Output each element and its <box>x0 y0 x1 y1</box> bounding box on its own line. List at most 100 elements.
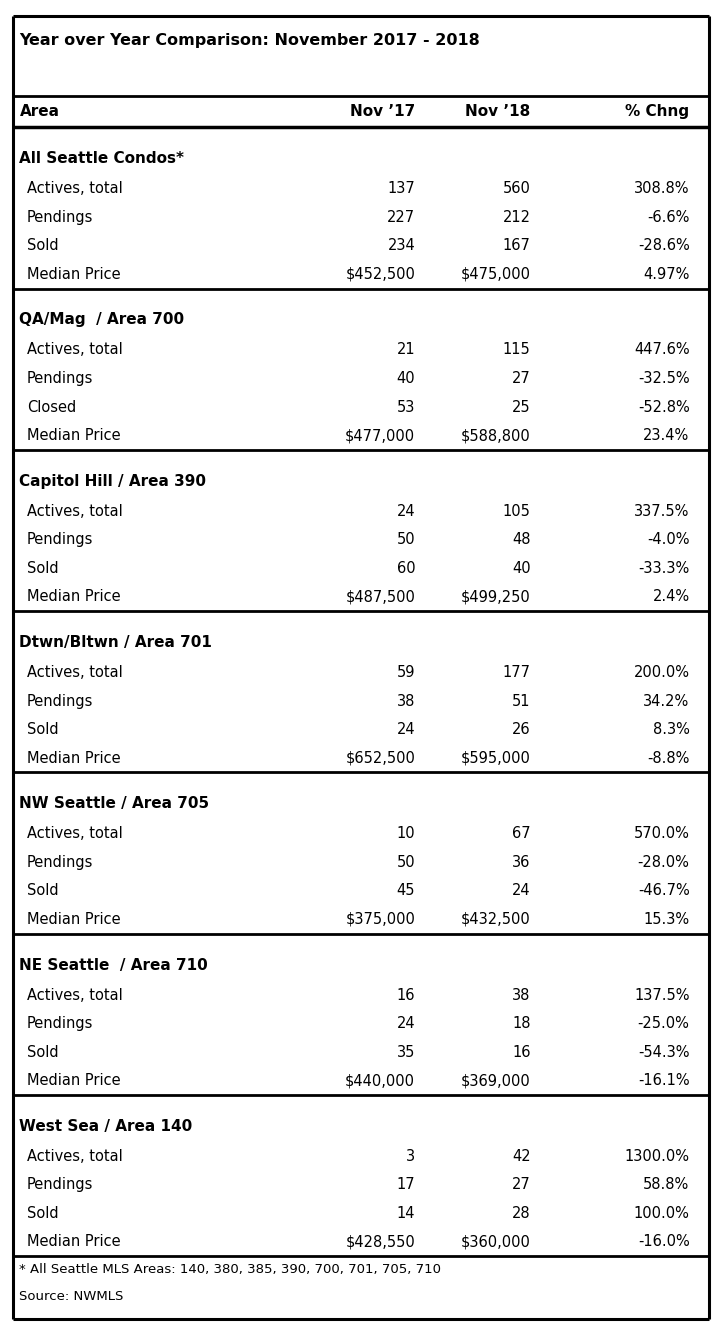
Text: Sold: Sold <box>27 238 58 254</box>
Text: Sold: Sold <box>27 884 58 898</box>
Text: Median Price: Median Price <box>27 912 121 926</box>
Text: Nov ’18: Nov ’18 <box>466 104 531 119</box>
Text: Year over Year Comparison: November 2017 - 2018: Year over Year Comparison: November 2017… <box>19 33 480 48</box>
Text: 24: 24 <box>512 884 531 898</box>
Text: 4.97%: 4.97% <box>643 267 690 282</box>
Text: Pendings: Pendings <box>27 694 93 709</box>
Text: $432,500: $432,500 <box>461 912 531 926</box>
Text: 27: 27 <box>512 371 531 386</box>
Text: Actives, total: Actives, total <box>27 182 123 196</box>
Text: Pendings: Pendings <box>27 854 93 870</box>
Text: Dtwn/Bltwn / Area 701: Dtwn/Bltwn / Area 701 <box>19 635 212 650</box>
Text: Actives, total: Actives, total <box>27 826 123 841</box>
Text: 40: 40 <box>512 561 531 575</box>
Text: 100.0%: 100.0% <box>634 1206 690 1222</box>
Text: 40: 40 <box>396 371 415 386</box>
Text: -25.0%: -25.0% <box>638 1016 690 1031</box>
Text: 24: 24 <box>396 722 415 737</box>
Text: 3: 3 <box>406 1149 415 1164</box>
Text: $475,000: $475,000 <box>461 267 531 282</box>
Text: Sold: Sold <box>27 1044 58 1060</box>
Text: 560: 560 <box>503 182 531 196</box>
Text: $595,000: $595,000 <box>461 750 531 765</box>
Text: $477,000: $477,000 <box>345 429 415 443</box>
Text: 115: 115 <box>503 343 531 358</box>
Text: -32.5%: -32.5% <box>638 371 690 386</box>
Text: Pendings: Pendings <box>27 533 93 547</box>
Text: Sold: Sold <box>27 722 58 737</box>
Text: Median Price: Median Price <box>27 589 121 605</box>
Text: 447.6%: 447.6% <box>634 343 690 358</box>
Text: Pendings: Pendings <box>27 371 93 386</box>
Text: Source: NWMLS: Source: NWMLS <box>19 1291 124 1303</box>
Text: Actives, total: Actives, total <box>27 503 123 519</box>
Text: West Sea / Area 140: West Sea / Area 140 <box>19 1119 193 1133</box>
Text: 38: 38 <box>397 694 415 709</box>
Text: 200.0%: 200.0% <box>633 665 690 680</box>
Text: Median Price: Median Price <box>27 267 121 282</box>
Text: 50: 50 <box>396 854 415 870</box>
Text: -52.8%: -52.8% <box>638 399 690 415</box>
Text: 308.8%: 308.8% <box>634 182 690 196</box>
Text: 24: 24 <box>396 1016 415 1031</box>
Text: 105: 105 <box>503 503 531 519</box>
Text: Pendings: Pendings <box>27 210 93 224</box>
Text: $360,000: $360,000 <box>461 1235 531 1250</box>
Text: $499,250: $499,250 <box>461 589 531 605</box>
Text: Pendings: Pendings <box>27 1016 93 1031</box>
Text: Closed: Closed <box>27 399 76 415</box>
Text: Median Price: Median Price <box>27 750 121 765</box>
Text: 50: 50 <box>396 533 415 547</box>
Text: 59: 59 <box>396 665 415 680</box>
Text: Median Price: Median Price <box>27 429 121 443</box>
Text: $487,500: $487,500 <box>345 589 415 605</box>
Text: -46.7%: -46.7% <box>638 884 690 898</box>
Text: 10: 10 <box>396 826 415 841</box>
Text: $652,500: $652,500 <box>345 750 415 765</box>
Text: All Seattle Condos*: All Seattle Condos* <box>19 151 185 167</box>
Text: 26: 26 <box>512 722 531 737</box>
Text: $452,500: $452,500 <box>345 267 415 282</box>
Text: 14: 14 <box>396 1206 415 1222</box>
Text: $369,000: $369,000 <box>461 1073 531 1088</box>
Text: 177: 177 <box>503 665 531 680</box>
Text: $588,800: $588,800 <box>461 429 531 443</box>
Text: -16.1%: -16.1% <box>638 1073 690 1088</box>
Text: 24: 24 <box>396 503 415 519</box>
Text: -4.0%: -4.0% <box>647 533 690 547</box>
Text: Nov ’17: Nov ’17 <box>350 104 415 119</box>
Text: 137.5%: 137.5% <box>634 988 690 1003</box>
Text: NW Seattle / Area 705: NW Seattle / Area 705 <box>19 796 209 812</box>
Text: 337.5%: 337.5% <box>634 503 690 519</box>
Text: 234: 234 <box>388 238 415 254</box>
Text: NE Seattle  / Area 710: NE Seattle / Area 710 <box>19 957 208 973</box>
Text: 16: 16 <box>396 988 415 1003</box>
Text: 15.3%: 15.3% <box>643 912 690 926</box>
Text: -6.6%: -6.6% <box>647 210 690 224</box>
Text: $375,000: $375,000 <box>345 912 415 926</box>
Text: Median Price: Median Price <box>27 1235 121 1250</box>
Text: 21: 21 <box>396 343 415 358</box>
Text: 137: 137 <box>388 182 415 196</box>
Text: $440,000: $440,000 <box>345 1073 415 1088</box>
Text: 2.4%: 2.4% <box>653 589 690 605</box>
Text: 67: 67 <box>512 826 531 841</box>
Text: 23.4%: 23.4% <box>643 429 690 443</box>
Text: 27: 27 <box>512 1177 531 1192</box>
Text: Area: Area <box>19 104 59 119</box>
Text: 36: 36 <box>513 854 531 870</box>
Text: 48: 48 <box>512 533 531 547</box>
Text: -28.6%: -28.6% <box>638 238 690 254</box>
Text: 53: 53 <box>397 399 415 415</box>
Text: Sold: Sold <box>27 561 58 575</box>
Text: 45: 45 <box>396 884 415 898</box>
Text: 25: 25 <box>512 399 531 415</box>
Text: -8.8%: -8.8% <box>647 750 690 765</box>
Text: 38: 38 <box>513 988 531 1003</box>
Text: 570.0%: 570.0% <box>634 826 690 841</box>
Text: % Chng: % Chng <box>625 104 690 119</box>
Text: Median Price: Median Price <box>27 1073 121 1088</box>
Text: 18: 18 <box>512 1016 531 1031</box>
Text: Actives, total: Actives, total <box>27 665 123 680</box>
Text: -28.0%: -28.0% <box>638 854 690 870</box>
